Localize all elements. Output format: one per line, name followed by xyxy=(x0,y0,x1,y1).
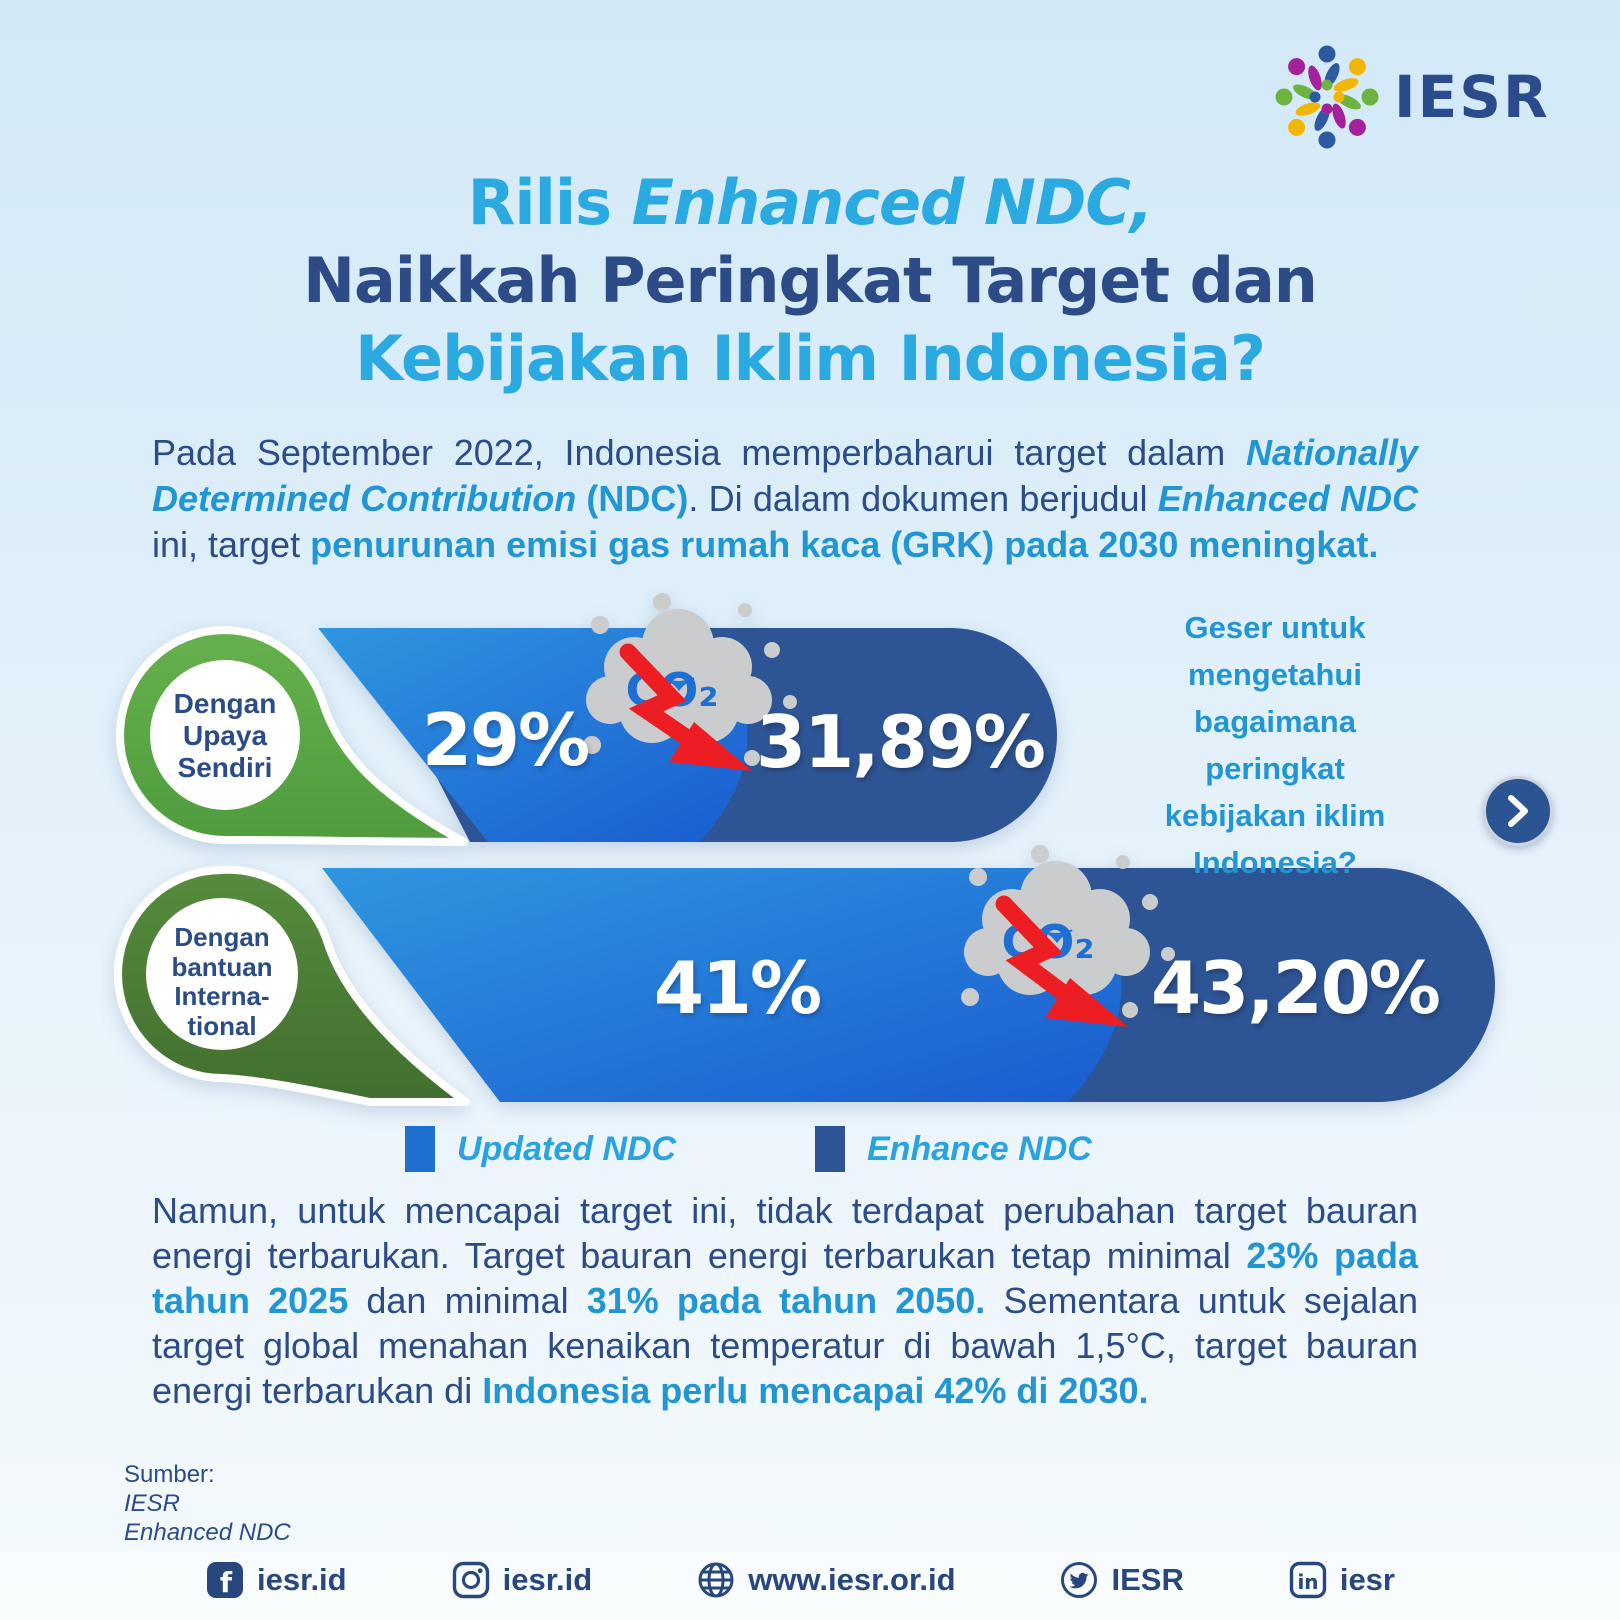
footer-band xyxy=(0,1552,1620,1620)
value-enhanced-row2: 43,20% xyxy=(1151,946,1441,1030)
legend-swatch-updated xyxy=(405,1126,435,1172)
footer-social-bar: f iesr.id iesr.id www.iesr.or.id xyxy=(205,1560,1395,1600)
legend-swatch-enhanced xyxy=(815,1126,845,1172)
footer-linkedin-link[interactable]: in iesr xyxy=(1288,1560,1395,1600)
iesr-logo-text: IESR xyxy=(1394,63,1550,131)
svg-text:in: in xyxy=(1297,1570,1318,1594)
website-url: www.iesr.or.id xyxy=(748,1562,956,1597)
bar-row-dengan-bantuan-international: CO₂ xyxy=(114,845,1495,1106)
category-label-row1: Dengan Upaya Sendiri xyxy=(173,688,277,783)
iesr-logo: IESR xyxy=(1268,38,1550,156)
linkedin-icon: in xyxy=(1289,1561,1327,1599)
swipe-hint-text: Geser untuk mengetahui bagaimana peringk… xyxy=(1164,610,1386,880)
co2-decrease-arrow-row2 xyxy=(995,895,1128,1027)
value-updated-row2: 41% xyxy=(653,946,822,1030)
legend-item-enhance-ndc: Enhance NDC xyxy=(815,1126,1092,1172)
title-line-1: Rilis Enhanced NDC, xyxy=(467,166,1154,239)
body-paragraph: Namun, untuk mencapai target ini, tidak … xyxy=(152,1190,1419,1411)
next-slide-button[interactable] xyxy=(1483,776,1553,846)
page-title: Rilis Enhanced NDC, Naikkah Peringkat Ta… xyxy=(0,164,1620,398)
legend-label-enhanced: Enhance NDC xyxy=(867,1129,1092,1168)
source-block: Sumber: IESR Enhanced NDC xyxy=(124,1460,291,1547)
ndc-target-chart: CO₂ CO₂ xyxy=(0,590,1620,1180)
bar-row-dengan-upaya-sendiri: CO₂ xyxy=(116,593,1057,846)
instagram-icon xyxy=(452,1561,489,1599)
iesr-logo-icon xyxy=(1275,45,1379,149)
linkedin-handle: iesr xyxy=(1339,1562,1395,1597)
facebook-icon: f xyxy=(207,1562,243,1599)
co2-decrease-arrow-row1 xyxy=(619,643,752,771)
ndc-bars-graphic: CO₂ CO₂ xyxy=(114,593,1495,1106)
svg-text:f: f xyxy=(220,1566,233,1599)
facebook-handle: iesr.id xyxy=(257,1562,347,1597)
footer-website-link[interactable]: www.iesr.or.id xyxy=(696,1560,956,1600)
footer-instagram-link[interactable]: iesr.id xyxy=(451,1560,593,1600)
category-bubble-inner-row1 xyxy=(150,660,300,810)
twitter-icon xyxy=(1061,1562,1098,1598)
source-line-2: Enhanced NDC xyxy=(124,1519,291,1546)
footer-twitter-link[interactable]: IESR xyxy=(1059,1560,1184,1600)
footer-facebook-link[interactable]: f iesr.id xyxy=(205,1560,347,1600)
title-line-3: Kebijakan Iklim Indonesia? xyxy=(355,322,1266,395)
category-label-row2: Dengan bantuan Interna- tional xyxy=(171,921,273,1041)
globe-icon xyxy=(698,1562,734,1598)
category-bubble-inner-row2 xyxy=(146,898,298,1050)
value-enhanced-row1: 31,89% xyxy=(756,700,1046,784)
value-updated-row1: 29% xyxy=(421,698,590,782)
legend-label-updated: Updated NDC xyxy=(457,1129,677,1168)
instagram-handle: iesr.id xyxy=(502,1562,593,1597)
source-label: Sumber: xyxy=(124,1461,215,1488)
title-line-2: Naikkah Peringkat Target dan xyxy=(303,244,1318,317)
source-line-1: IESR xyxy=(124,1490,181,1517)
legend-item-updated-ndc: Updated NDC xyxy=(405,1126,676,1172)
intro-paragraph: Pada September 2022, Indonesia memperbah… xyxy=(152,432,1418,565)
chevron-right-icon xyxy=(1508,795,1528,827)
twitter-handle: IESR xyxy=(1111,1562,1184,1597)
bar-updated-ndc-row2 xyxy=(322,868,1122,1102)
